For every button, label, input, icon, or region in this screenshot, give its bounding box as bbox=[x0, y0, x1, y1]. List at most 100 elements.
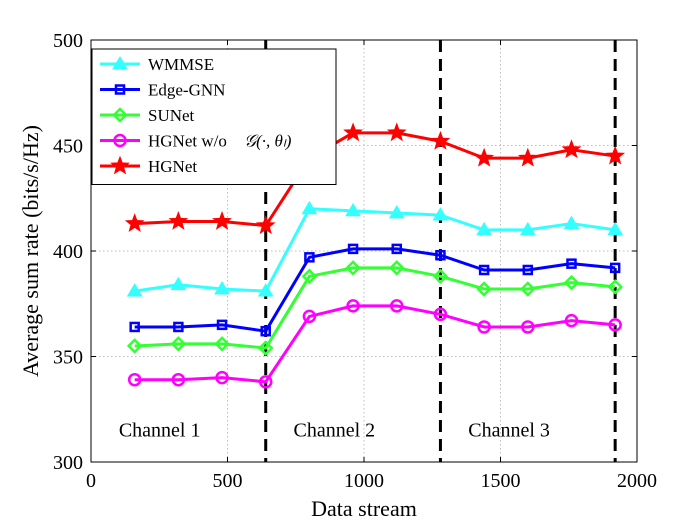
data-point bbox=[561, 139, 582, 159]
annotation: Channel 1 bbox=[119, 419, 201, 441]
data-point bbox=[301, 268, 318, 285]
annotation: Channel 2 bbox=[294, 419, 376, 441]
annotation: Channel 3 bbox=[468, 419, 550, 441]
data-point bbox=[216, 319, 228, 331]
data-point bbox=[173, 321, 184, 333]
ticks: 0 500 1000 1500 2000 300 350 400 450 500 bbox=[53, 30, 657, 492]
data-point bbox=[129, 321, 140, 333]
legend: WMMSE Edge-GNN SUNet HGNet w/o 𝒢(·, θₗ) HGNet bbox=[91, 48, 337, 185]
data-point bbox=[215, 370, 229, 385]
x-tick-label: 0 bbox=[86, 470, 96, 492]
legend-entry: WMMSE bbox=[100, 55, 214, 74]
data-point bbox=[112, 56, 128, 70]
data-point bbox=[517, 147, 538, 167]
data-point bbox=[607, 221, 624, 236]
x-tick-label: 2000 bbox=[617, 470, 657, 492]
data-point bbox=[171, 372, 186, 387]
data-point bbox=[522, 264, 534, 276]
legend-box bbox=[91, 48, 337, 185]
data-point bbox=[258, 375, 273, 389]
data-point bbox=[388, 260, 405, 276]
data-point bbox=[608, 318, 622, 332]
data-point bbox=[566, 258, 577, 269]
data-point bbox=[609, 262, 621, 274]
data-point bbox=[519, 221, 536, 236]
data-point bbox=[214, 336, 230, 352]
data-point bbox=[301, 200, 318, 215]
legend-label: HGNet w/o bbox=[148, 132, 227, 151]
data-point bbox=[345, 202, 361, 217]
series-line bbox=[134, 247, 616, 333]
data-point bbox=[521, 320, 535, 334]
data-point bbox=[304, 252, 315, 263]
data-point bbox=[430, 130, 451, 150]
series-line bbox=[134, 304, 616, 384]
legend-label: Edge-GNN bbox=[148, 81, 225, 100]
data-point bbox=[605, 145, 626, 165]
x-tick-label: 1500 bbox=[481, 470, 521, 492]
data-point bbox=[390, 299, 404, 313]
data-point bbox=[432, 207, 449, 221]
data-point bbox=[563, 215, 580, 229]
y-tick-label: 400 bbox=[53, 241, 83, 263]
data-point bbox=[124, 213, 145, 232]
series-wmmse bbox=[126, 200, 624, 297]
data-point bbox=[345, 260, 361, 276]
data-point bbox=[168, 211, 189, 230]
data-point bbox=[126, 338, 143, 354]
data-point bbox=[110, 155, 130, 175]
data-point bbox=[112, 107, 128, 123]
data-point bbox=[477, 320, 491, 334]
y-tick-label: 450 bbox=[53, 136, 83, 158]
data-point bbox=[257, 283, 274, 297]
data-point bbox=[302, 309, 317, 324]
data-point bbox=[114, 84, 126, 95]
series-sunet bbox=[126, 260, 623, 356]
data-point bbox=[170, 336, 187, 352]
data-point bbox=[347, 243, 359, 255]
data-point bbox=[386, 122, 407, 142]
data-point bbox=[432, 268, 449, 285]
data-point bbox=[388, 205, 405, 219]
series-hgnet bbox=[124, 122, 626, 235]
data-point bbox=[564, 313, 579, 328]
data-point bbox=[520, 281, 536, 297]
data-point bbox=[476, 281, 492, 297]
data-point bbox=[343, 122, 363, 142]
data-point bbox=[212, 211, 232, 230]
y-tick-label: 500 bbox=[53, 30, 83, 52]
data-point bbox=[260, 325, 271, 337]
y-tick-label: 350 bbox=[53, 347, 83, 369]
data-point bbox=[257, 340, 274, 356]
y-axis-label: Average sum rate (bits/s/Hz) bbox=[18, 125, 43, 377]
data-point bbox=[476, 221, 492, 236]
data-point bbox=[126, 283, 143, 297]
data-point bbox=[478, 264, 490, 276]
data-point bbox=[127, 372, 142, 387]
data-point bbox=[214, 280, 230, 295]
data-point bbox=[474, 147, 495, 167]
legend-label-math: 𝒢(·, θₗ) bbox=[244, 132, 292, 151]
series-line bbox=[134, 207, 616, 293]
legend-entry: Edge-GNN bbox=[100, 81, 225, 100]
data-point bbox=[170, 276, 187, 291]
x-axis-label: Data stream bbox=[311, 496, 417, 521]
series-group bbox=[124, 122, 626, 389]
data-point bbox=[563, 274, 580, 291]
legend-label: WMMSE bbox=[148, 55, 214, 74]
legend-entry: SUNet bbox=[100, 106, 195, 125]
data-point bbox=[607, 279, 623, 295]
data-point bbox=[433, 307, 448, 322]
legend-entry: HGNet w/o 𝒢(·, θₗ) bbox=[100, 132, 292, 151]
data-point bbox=[346, 299, 360, 313]
data-point bbox=[435, 249, 446, 261]
legend-label: SUNet bbox=[148, 106, 195, 125]
data-point bbox=[391, 243, 403, 255]
annotations: Channel 1 Channel 2 Channel 3 bbox=[119, 419, 550, 441]
data-point bbox=[255, 215, 276, 235]
x-tick-label: 500 bbox=[213, 470, 243, 492]
x-tick-label: 1000 bbox=[344, 470, 384, 492]
series-edge-gnn bbox=[129, 243, 621, 337]
series-hgnet-w-o bbox=[127, 299, 622, 389]
